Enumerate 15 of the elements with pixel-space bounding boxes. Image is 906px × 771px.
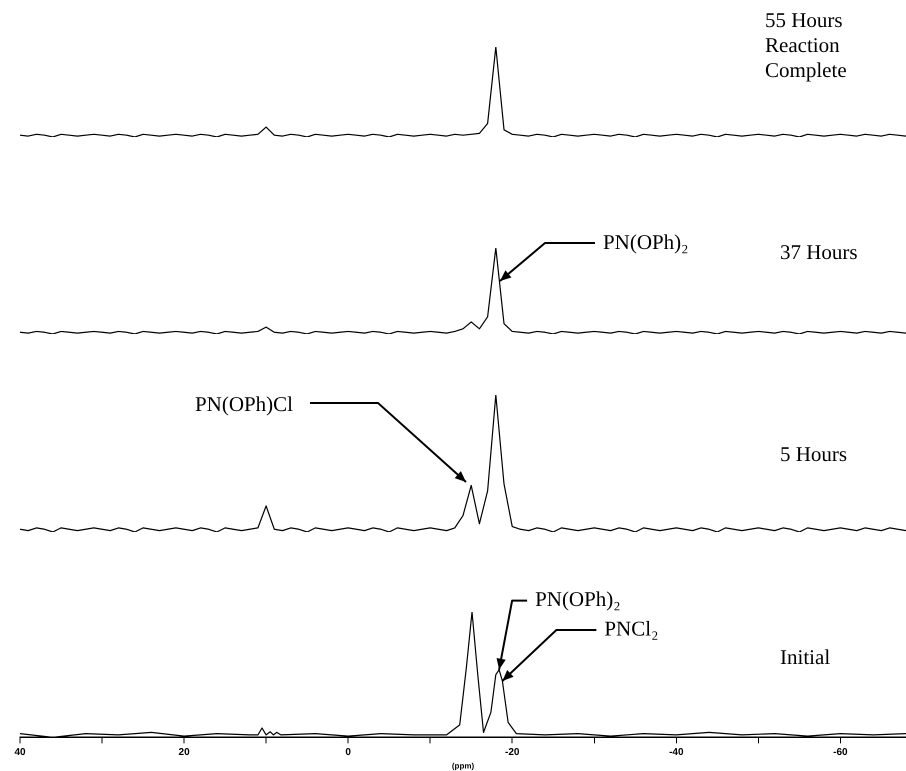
x-axis-title: (ppm)	[452, 761, 474, 770]
annotation: PNCl₂	[604, 616, 658, 640]
annotation: PN(OPh)₂	[603, 230, 688, 255]
x-tick-label: -20	[504, 747, 520, 758]
x-tick-label: -40	[669, 747, 684, 758]
x-tick-label: -60	[833, 747, 848, 758]
annotation: 55 Hours Reaction Complete	[765, 8, 848, 83]
annotation: PN(OPh)₂	[535, 587, 621, 612]
annotation: PN(OPh)Cl	[195, 392, 294, 417]
x-tick-label: 0	[345, 747, 352, 758]
annotation: 37 Hours	[780, 240, 858, 265]
annotation: 5 Hours	[780, 442, 848, 467]
x-tick-label: 20	[178, 747, 190, 758]
annotation: Initial	[780, 645, 830, 670]
x-tick-label: 40	[14, 747, 26, 758]
